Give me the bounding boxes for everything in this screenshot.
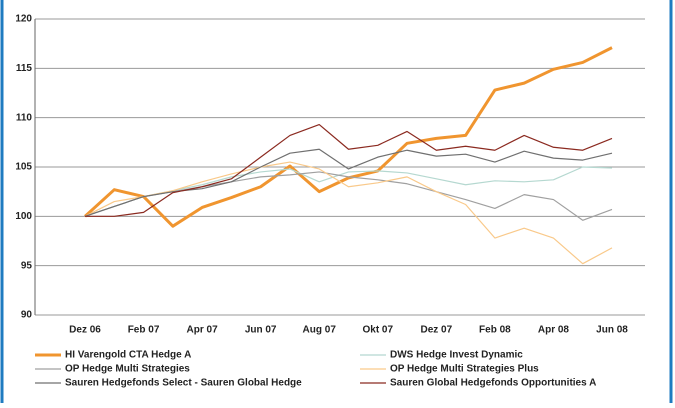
series-line <box>84 148 613 217</box>
series-line <box>83 46 613 228</box>
x-tick-label: Aug 07 <box>303 325 337 336</box>
y-tick-label: 115 <box>16 63 33 74</box>
x-tick-label: Okt 07 <box>362 325 393 336</box>
x-tick-label: Feb 07 <box>128 325 160 336</box>
series-line <box>84 166 613 217</box>
y-tick-label: 100 <box>15 211 32 222</box>
y-tick-label: 120 <box>15 14 32 25</box>
x-tick-label: Dez 06 <box>69 325 101 336</box>
x-tick-label: Dez 07 <box>420 325 452 336</box>
series-line <box>85 123 613 217</box>
legend-label: Sauren Global Hedgefonds Opportunities A <box>390 378 596 389</box>
legend-label: Sauren Hedgefonds Select - Sauren Global… <box>65 378 302 389</box>
y-tick-label: 90 <box>21 310 33 321</box>
y-tick-label: 110 <box>16 112 33 123</box>
x-tick-label: Jun 08 <box>596 325 628 336</box>
x-tick-label: Apr 07 <box>187 325 219 336</box>
legend-label: OP Hedge Multi Strategies <box>65 364 190 375</box>
legend-label: OP Hedge Multi Strategies Plus <box>390 364 539 375</box>
y-tick-label: 105 <box>15 162 32 173</box>
series-line <box>84 161 613 265</box>
x-tick-label: Feb 08 <box>479 325 511 336</box>
y-tick-label: 95 <box>21 260 33 271</box>
x-tick-label: Apr 08 <box>538 325 570 336</box>
legend-label: DWS Hedge Invest Dynamic <box>390 350 523 361</box>
legend-label: HI Varengold CTA Hedge A <box>65 350 191 361</box>
x-tick-label: Jun 07 <box>245 325 277 336</box>
